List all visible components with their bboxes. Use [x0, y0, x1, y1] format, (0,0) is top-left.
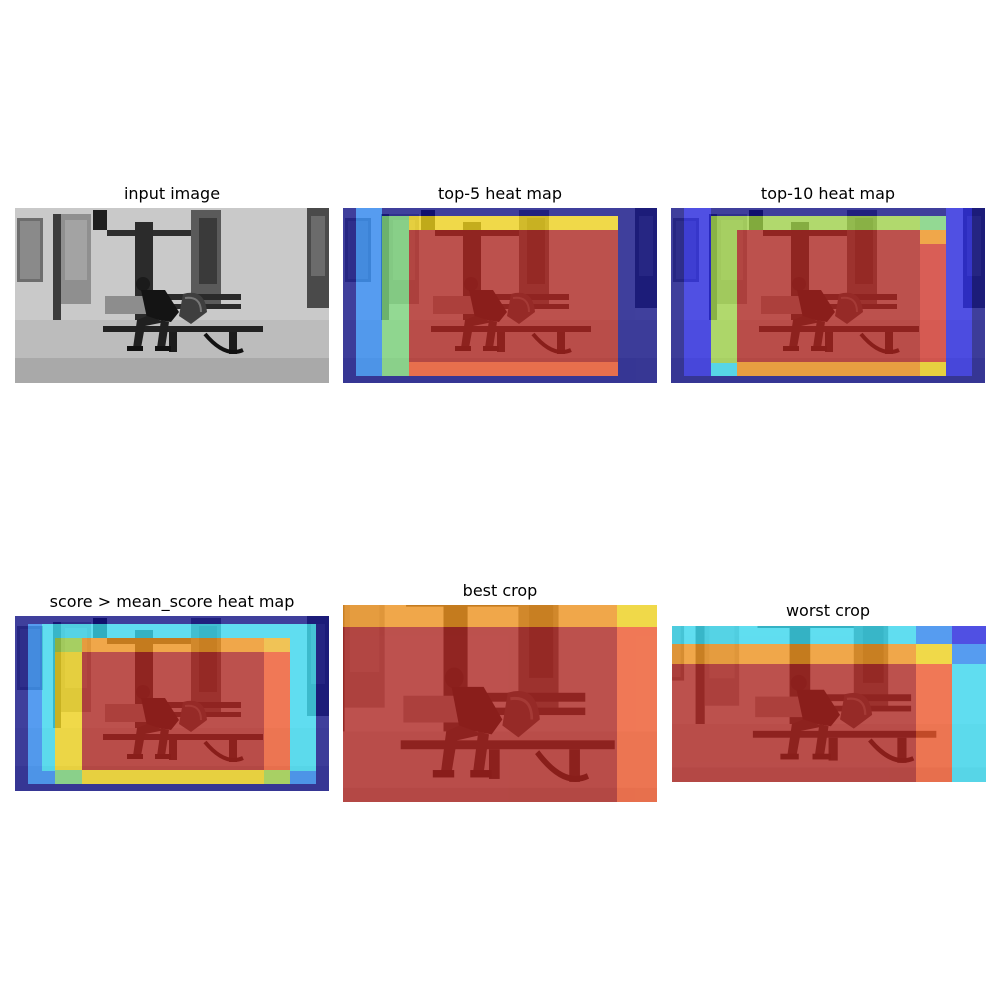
panel-title-input-image: input image — [123, 184, 221, 203]
top10-heat-map — [671, 208, 985, 383]
mean-score-heat-map — [15, 616, 329, 791]
top5-heat-map — [343, 208, 657, 383]
best-crop — [343, 605, 657, 802]
panel-title-mean-score-heat-map: score > mean_score heat map — [49, 592, 295, 611]
panel-title-top5-heat-map: top-5 heat map — [438, 184, 562, 203]
worst-crop — [672, 626, 986, 782]
input-image — [15, 208, 329, 383]
panel-title-worst-crop: worst crop — [785, 601, 871, 620]
panel-title-top10-heat-map: top-10 heat map — [760, 184, 896, 203]
panel-title-best-crop: best crop — [462, 581, 538, 600]
